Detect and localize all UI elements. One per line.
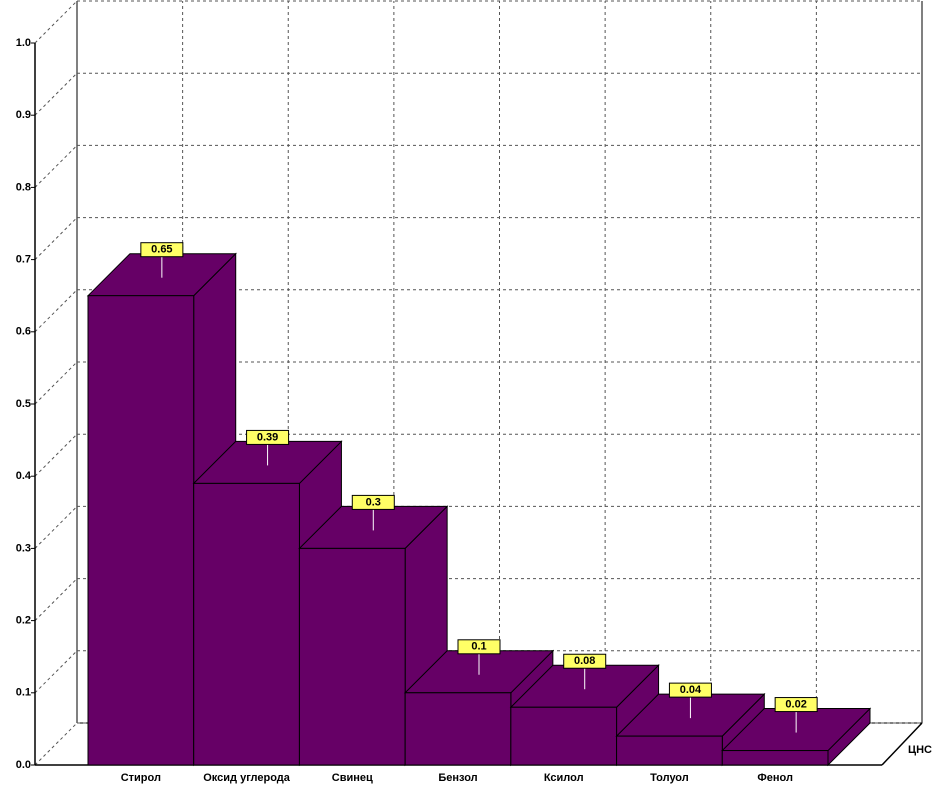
value-label: 0.08 — [574, 655, 595, 667]
y-tick-label: 0.9 — [16, 109, 31, 121]
bar — [193, 482, 300, 766]
value-label: 0.04 — [680, 684, 702, 696]
x-tick-label: Оксид углерода — [203, 772, 290, 784]
bar — [721, 750, 829, 766]
label-box — [774, 697, 818, 713]
y-tick-label: 0.4 — [16, 470, 32, 482]
bar — [616, 735, 723, 766]
grid-line — [34, 289, 78, 333]
x-tick-label: Толуол — [650, 772, 689, 784]
x-tick-label: Стирол — [121, 772, 161, 784]
grid-line — [34, 433, 78, 477]
y-tick-label: 0.3 — [16, 542, 31, 554]
y-tick-label: 0.6 — [16, 326, 31, 338]
y-tick-label: 1.0 — [16, 37, 31, 49]
depth-axis — [881, 722, 923, 766]
y-tick-label: 0.5 — [16, 398, 31, 410]
bar — [404, 692, 512, 766]
value-label: 0.39 — [257, 431, 278, 443]
label-box — [351, 494, 395, 510]
label-box — [668, 682, 712, 698]
y-tick-label: 0.1 — [16, 687, 31, 699]
label-box — [246, 429, 290, 445]
grid-line — [34, 0, 78, 44]
grid-line — [34, 145, 78, 188]
grid-line — [34, 217, 78, 260]
x-tick-label: Бензол — [438, 772, 477, 784]
label-box — [457, 639, 501, 655]
value-label: 0.02 — [785, 698, 806, 710]
x-tick-label: Свинец — [332, 772, 373, 784]
grid-line — [34, 361, 78, 405]
bar — [510, 706, 618, 766]
y-tick-label: 0.0 — [16, 759, 31, 771]
grid-line — [34, 72, 78, 116]
x-tick-label: Фенол — [757, 772, 793, 784]
x-tick-label: Ксилол — [544, 772, 584, 784]
grid-line — [34, 506, 78, 549]
bar — [87, 295, 195, 766]
label-box — [563, 653, 607, 669]
y-tick-label: 0.2 — [16, 615, 31, 627]
grid-line — [34, 722, 78, 766]
value-label: 0.1 — [471, 641, 486, 653]
bar — [298, 547, 406, 766]
grid-line — [34, 650, 78, 694]
y-tick-label: 0.7 — [16, 254, 31, 266]
series-label: ЦНС — [908, 744, 932, 756]
value-label: 0.3 — [366, 496, 381, 508]
value-label: 0.65 — [151, 244, 172, 256]
y-tick-label: 0.8 — [16, 181, 31, 193]
grid-line — [34, 578, 78, 621]
label-box — [140, 242, 184, 258]
